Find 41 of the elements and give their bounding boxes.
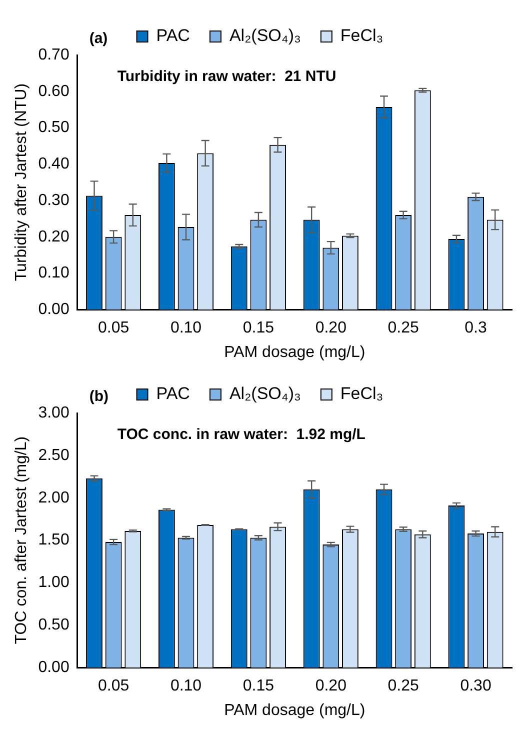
text: (b): [89, 388, 108, 406]
y-tick-label: 0.20: [38, 228, 70, 246]
y-tick-label: 0.50: [38, 616, 70, 634]
y-axis-title: TOC con. after Jartest (mg/L): [13, 436, 30, 644]
x-tick-label: 0.15: [242, 678, 274, 695]
text: (a): [89, 30, 108, 48]
y-tick-label: 0.00: [38, 301, 70, 318]
y-tick-label: 2.50: [38, 446, 70, 464]
y-tick-label: 0.40: [38, 156, 70, 173]
x-tick-label: 0.20: [315, 678, 347, 695]
y-tick-label: 0.30: [38, 192, 70, 209]
x-tick-label: 0.25: [388, 678, 420, 695]
x-tick-label: 0.05: [98, 678, 130, 695]
y-tick-label: 3.00: [38, 404, 70, 422]
y-tick-label: 1.00: [38, 574, 70, 592]
x-tick-label: 0.10: [170, 320, 202, 337]
legend-label: Al₂(SO₄)₃: [229, 26, 301, 46]
legend-label: PAC: [156, 26, 190, 46]
legend-label: FeCl₃: [340, 384, 384, 404]
x-tick-label: 0.25: [388, 320, 420, 337]
x-tick-label: 0.3: [464, 320, 487, 337]
x-tick-label: 0.05: [98, 320, 130, 337]
y-tick-label: 0.00: [38, 659, 70, 676]
y-tick-label: 1.50: [38, 532, 70, 549]
x-tick-label: 0.20: [315, 320, 347, 337]
legend-label: FeCl₃: [340, 26, 384, 46]
legend-label: Al₂(SO₄)₃: [229, 384, 301, 404]
x-tick-label: 0.30: [460, 678, 492, 695]
legend-label: PAC: [156, 384, 190, 404]
x-axis-title: PAM dosage (mg/L): [224, 702, 366, 719]
x-tick-label: 0.15: [242, 320, 274, 337]
y-tick-label: 2.00: [38, 489, 70, 506]
x-axis-title: PAM dosage (mg/L): [224, 344, 366, 361]
y-axis-title: Turbidity after Jartest (NTU): [13, 83, 30, 282]
y-tick-label: 0.50: [38, 119, 70, 136]
y-tick-label: 0.10: [38, 264, 70, 282]
y-tick-label: 0.70: [38, 46, 70, 64]
annotation: Turbidity in raw water: 21 NTU: [117, 68, 336, 86]
y-tick-label: 0.60: [38, 82, 70, 100]
x-tick-label: 0.10: [170, 678, 202, 695]
annotation: TOC conc. in raw water: 1.92 mg/L: [117, 426, 366, 444]
